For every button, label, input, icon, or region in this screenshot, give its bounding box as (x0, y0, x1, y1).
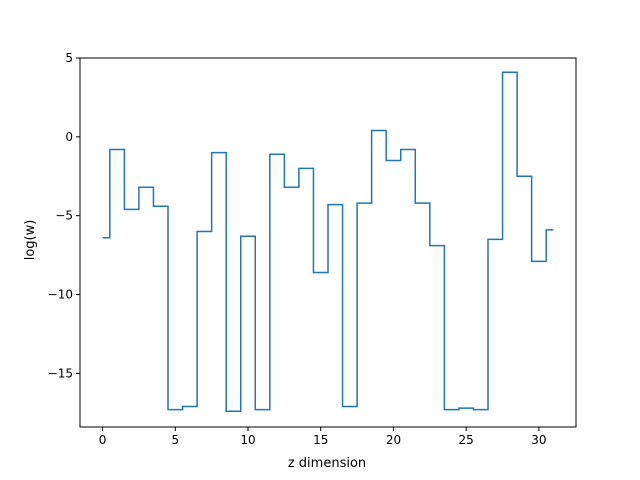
y-axis: 5 0 −5 −10 −15 (48, 51, 80, 380)
x-tick-label: 10 (240, 433, 255, 447)
y-axis-label: log(w) (23, 220, 38, 261)
x-tick-label: 30 (531, 433, 546, 447)
y-tick-label: −10 (48, 288, 73, 302)
y-tick-label: 5 (65, 51, 73, 65)
series-group (102, 71, 554, 412)
plot-frame (79, 57, 577, 428)
y-tick-label: −15 (48, 366, 73, 380)
x-tick-label: 0 (99, 433, 107, 447)
y-tick-label: −5 (55, 209, 73, 223)
plot-area (79, 57, 577, 428)
x-tick-label: 25 (459, 433, 474, 447)
y-tick-label: 0 (65, 130, 73, 144)
x-tick-label: 15 (313, 433, 328, 447)
x-tick-label: 5 (171, 433, 179, 447)
x-tick-label: 20 (386, 433, 401, 447)
x-axis-label: z dimension (288, 456, 366, 471)
series-line (102, 71, 554, 412)
x-axis: 0 5 10 15 20 25 30 (99, 427, 547, 447)
